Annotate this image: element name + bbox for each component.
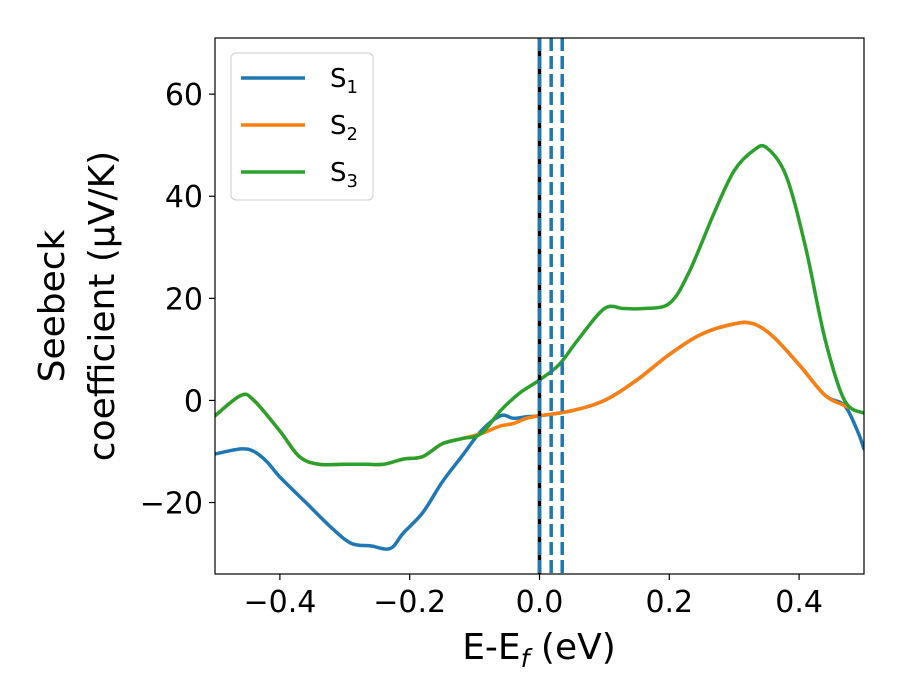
legend-label-s3: S3 bbox=[330, 158, 358, 192]
legend-label-s1: S1 bbox=[330, 64, 358, 98]
series-layer bbox=[215, 143, 864, 551]
x-axis-label: E-Ef (eV) bbox=[462, 627, 616, 673]
series-line-s2 bbox=[215, 320, 853, 467]
x-tick-label: 0.4 bbox=[775, 585, 823, 620]
x-axis: −0.4 −0.2 0.0 0.2 0.4 bbox=[243, 574, 823, 620]
y-tick-label: 20 bbox=[165, 282, 203, 317]
y-axis-label-line2: coefficient (μV/K) bbox=[82, 151, 123, 461]
x-tick-label: 0.0 bbox=[516, 585, 564, 620]
y-tick-label: −20 bbox=[140, 487, 203, 522]
y-tick-label: 40 bbox=[165, 180, 203, 215]
y-axis: −20 0 20 40 60 bbox=[140, 78, 215, 522]
x-tick-label: −0.2 bbox=[373, 585, 446, 620]
y-tick-label: 0 bbox=[184, 384, 203, 419]
x-tick-label: 0.2 bbox=[645, 585, 693, 620]
vline-layer bbox=[537, 38, 564, 574]
y-tick-label: 60 bbox=[165, 78, 203, 113]
x-tick-label: −0.4 bbox=[243, 585, 316, 620]
legend: S1 S2 S3 bbox=[230, 52, 374, 201]
y-axis-label-line1: Seebeck bbox=[32, 229, 73, 382]
legend-label-s2: S2 bbox=[330, 111, 358, 145]
series-line-s3 bbox=[215, 143, 864, 467]
